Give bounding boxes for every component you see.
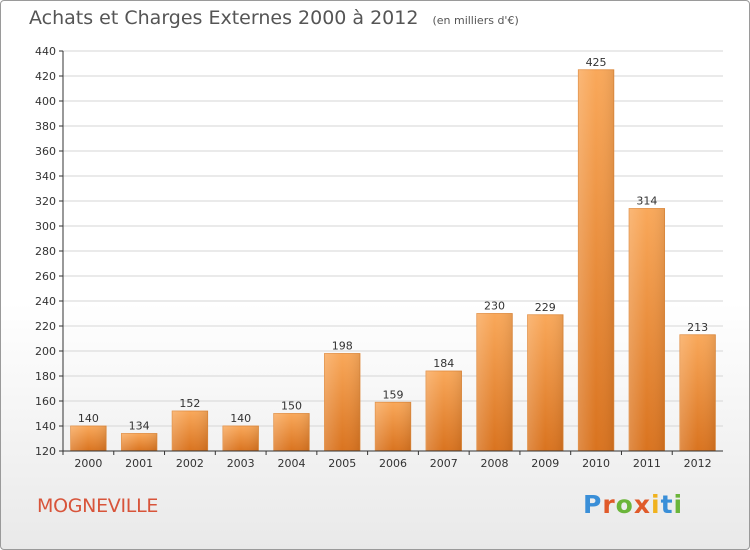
logo-letter: r xyxy=(602,490,616,519)
y-tick-label-280: 280 xyxy=(35,245,56,258)
y-tick-label-160: 160 xyxy=(35,395,56,408)
data-label-2002: 152 xyxy=(179,397,200,410)
y-tick-label-120: 120 xyxy=(35,445,56,458)
bar-shine-2012 xyxy=(679,334,716,451)
data-label-2006: 159 xyxy=(383,388,404,401)
data-label-2009: 229 xyxy=(535,301,556,314)
bar-shine-2003 xyxy=(222,426,259,451)
y-tick-label-380: 380 xyxy=(35,120,56,133)
y-tick-label-200: 200 xyxy=(35,345,56,358)
x-tick-label-2008: 2008 xyxy=(481,457,509,470)
x-tick-label-2001: 2001 xyxy=(125,457,153,470)
data-label-2010: 425 xyxy=(586,56,607,69)
y-tick-label-420: 420 xyxy=(35,70,56,83)
bar-shine-2008 xyxy=(476,313,513,451)
bar-shine-2001 xyxy=(121,433,157,451)
x-tick-label-2000: 2000 xyxy=(74,457,102,470)
data-label-2012: 213 xyxy=(687,321,708,334)
bar-shine-2005 xyxy=(324,353,360,451)
x-tick-label-2011: 2011 xyxy=(633,457,661,470)
y-tick-label-400: 400 xyxy=(35,95,56,108)
data-label-2001: 134 xyxy=(129,420,150,433)
y-tick-label-220: 220 xyxy=(35,320,56,333)
bar-shine-2007 xyxy=(426,371,462,451)
bar-shine-2006 xyxy=(375,402,411,451)
logo-letter: t xyxy=(660,490,674,519)
y-tick-label-180: 180 xyxy=(35,370,56,383)
logo-letter: o xyxy=(615,490,634,519)
x-tick-label-2002: 2002 xyxy=(176,457,204,470)
y-tick-label-300: 300 xyxy=(35,220,56,233)
x-tick-label-2005: 2005 xyxy=(328,457,356,470)
x-tick-label-2010: 2010 xyxy=(582,457,610,470)
y-tick-label-360: 360 xyxy=(35,145,56,158)
x-tick-label-2006: 2006 xyxy=(379,457,407,470)
y-tick-label-320: 320 xyxy=(35,195,56,208)
bar-shine-2010 xyxy=(578,69,614,451)
data-label-2011: 314 xyxy=(636,195,657,208)
y-tick-label-240: 240 xyxy=(35,295,56,308)
chart-title: Achats et Charges Externes 2000 à 2012 xyxy=(29,7,419,29)
x-tick-label-2003: 2003 xyxy=(227,457,255,470)
data-label-2004: 150 xyxy=(281,400,302,413)
bar-shine-2000 xyxy=(70,426,107,451)
x-tick-label-2004: 2004 xyxy=(277,457,305,470)
data-label-2008: 230 xyxy=(484,300,505,313)
proxiti-logo: Proxiti xyxy=(583,490,683,519)
chart-title-block: Achats et Charges Externes 2000 à 2012 (… xyxy=(29,7,519,29)
logo-letter: i xyxy=(651,490,661,519)
x-tick-label-2012: 2012 xyxy=(684,457,712,470)
commune-name: MOGNEVILLE xyxy=(37,495,159,517)
x-tick-label-2007: 2007 xyxy=(430,457,458,470)
data-label-2000: 140 xyxy=(78,412,99,425)
y-tick-label-260: 260 xyxy=(35,270,56,283)
bar-shine-2009 xyxy=(527,314,564,451)
logo-letter: x xyxy=(633,490,651,519)
bar-shine-2004 xyxy=(273,413,310,451)
y-tick-label-140: 140 xyxy=(35,420,56,433)
data-label-2003: 140 xyxy=(230,412,251,425)
logo-letter: P xyxy=(583,490,603,519)
x-tick-label-2009: 2009 xyxy=(531,457,559,470)
chart-subtitle: (en milliers d'€) xyxy=(432,14,519,27)
bar-shine-2011 xyxy=(629,208,665,451)
data-label-2005: 198 xyxy=(332,340,353,353)
logo-letter: i xyxy=(673,490,684,519)
data-label-2007: 184 xyxy=(433,357,454,370)
bar-shine-2002 xyxy=(172,411,208,451)
y-tick-label-340: 340 xyxy=(35,170,56,183)
y-tick-label-440: 440 xyxy=(35,45,56,58)
